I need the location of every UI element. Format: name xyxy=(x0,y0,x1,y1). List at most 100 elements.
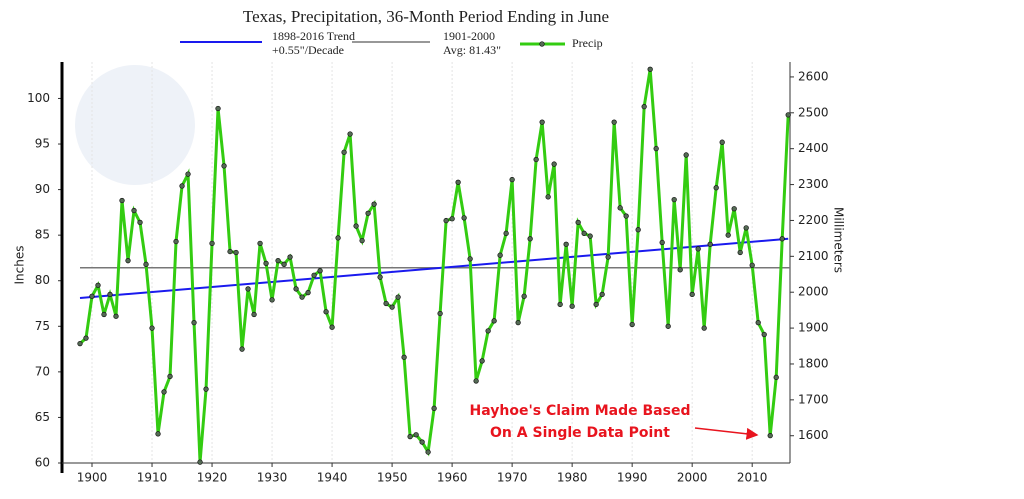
precip-point xyxy=(83,335,89,341)
precip-point xyxy=(365,210,371,216)
precip-point xyxy=(749,262,755,268)
precip-point xyxy=(197,459,203,465)
precip-point xyxy=(407,433,413,440)
chart-title: Texas, Precipitation, 36-Month Period En… xyxy=(243,7,609,26)
precip-point xyxy=(677,267,683,273)
precip-point xyxy=(335,235,341,241)
precip-point xyxy=(77,340,83,347)
precip-point xyxy=(269,297,275,303)
precip-point xyxy=(341,149,347,155)
precip-point xyxy=(347,131,353,137)
precip-point xyxy=(647,66,653,72)
annotation: On A Single Data Point xyxy=(490,425,670,441)
precip-point xyxy=(701,325,707,331)
y-tick-label: 75 xyxy=(35,319,50,333)
y-tick-label: 95 xyxy=(35,137,50,151)
x-tick-label: 1930 xyxy=(257,471,288,485)
y2-tick-label: 2100 xyxy=(798,249,829,263)
precip-point xyxy=(149,325,155,331)
y-tick-label: 90 xyxy=(35,182,50,196)
precip-point xyxy=(299,294,305,300)
precip-point xyxy=(389,304,395,310)
precip-point xyxy=(761,331,767,338)
precip-point xyxy=(557,301,563,308)
precip-point xyxy=(221,163,227,169)
precip-point xyxy=(785,112,791,118)
precip-point xyxy=(737,249,743,256)
precip-point xyxy=(551,161,557,167)
y-tick-label: 70 xyxy=(35,364,50,378)
x-tick-label: 1940 xyxy=(317,471,348,485)
precip-point xyxy=(329,324,335,330)
y-tick-label: 80 xyxy=(35,273,50,287)
precip-point xyxy=(437,310,443,317)
y2-tick-label: 2200 xyxy=(798,213,829,227)
precip-point xyxy=(275,258,281,264)
precip-point xyxy=(467,256,473,262)
annotation-arrow xyxy=(694,427,759,440)
precip-point xyxy=(377,274,383,280)
precip-point xyxy=(755,320,761,326)
legend-label: 1898-2016 Trend xyxy=(272,29,355,43)
legend-marker xyxy=(539,41,545,47)
annotation: Hayhoe's Claim Made Based xyxy=(470,403,691,419)
precip-point xyxy=(545,194,551,200)
precip-point xyxy=(707,241,713,247)
precip-point xyxy=(359,237,365,244)
precip-point xyxy=(173,238,179,245)
legend-label: Avg: 81.43" xyxy=(443,43,501,57)
precip-point xyxy=(719,139,725,145)
x-tick-label: 1960 xyxy=(437,471,468,485)
y-tick-label: 65 xyxy=(35,410,50,424)
precip-point xyxy=(281,261,287,267)
precip-point xyxy=(485,328,491,334)
legend-label: 1901-2000 xyxy=(443,29,495,43)
precip-point xyxy=(293,286,299,292)
precip-point xyxy=(569,303,575,309)
precip-point xyxy=(773,374,779,380)
precip-point xyxy=(473,378,479,384)
precip-point xyxy=(515,320,521,326)
precip-point xyxy=(185,171,191,177)
legend-label: Precip xyxy=(572,36,603,50)
precip-point xyxy=(125,258,131,264)
precip-point xyxy=(461,215,467,221)
precip-point xyxy=(95,282,101,288)
x-tick-label: 1980 xyxy=(557,471,588,485)
precip-point xyxy=(533,156,539,163)
precip-point xyxy=(575,219,581,226)
precip-point xyxy=(659,239,665,246)
precip-point xyxy=(671,196,677,203)
y-tick-label: 85 xyxy=(35,228,50,242)
y-tick-label: 100 xyxy=(27,91,50,105)
y2-tick-label: 2600 xyxy=(798,69,829,83)
precip-point xyxy=(665,323,671,329)
precip-point xyxy=(257,240,263,247)
precip-point xyxy=(305,289,311,296)
precip-point xyxy=(353,223,359,229)
y2-tick-label: 1900 xyxy=(798,321,829,335)
precip-point xyxy=(539,119,545,125)
precip-point xyxy=(641,104,647,110)
precip-point xyxy=(395,294,401,300)
precip-point xyxy=(101,311,107,318)
precip-point xyxy=(611,119,617,125)
precip-point xyxy=(713,185,719,191)
precip-point xyxy=(383,300,389,307)
precip-point xyxy=(443,217,449,224)
precip-point xyxy=(455,179,461,185)
precip-point xyxy=(233,249,239,256)
precip-point xyxy=(497,252,503,258)
precip-point xyxy=(311,272,317,278)
precip-point xyxy=(107,291,113,298)
precip-point xyxy=(449,216,455,222)
y2-axis-label: Millimeters xyxy=(832,207,846,273)
precip-point xyxy=(419,439,425,445)
y2-tick-label: 2000 xyxy=(798,285,829,299)
precip-point xyxy=(527,236,533,242)
logo xyxy=(75,65,195,185)
precip-point xyxy=(203,386,209,392)
precip-point xyxy=(155,431,161,437)
precip-point xyxy=(131,207,137,214)
